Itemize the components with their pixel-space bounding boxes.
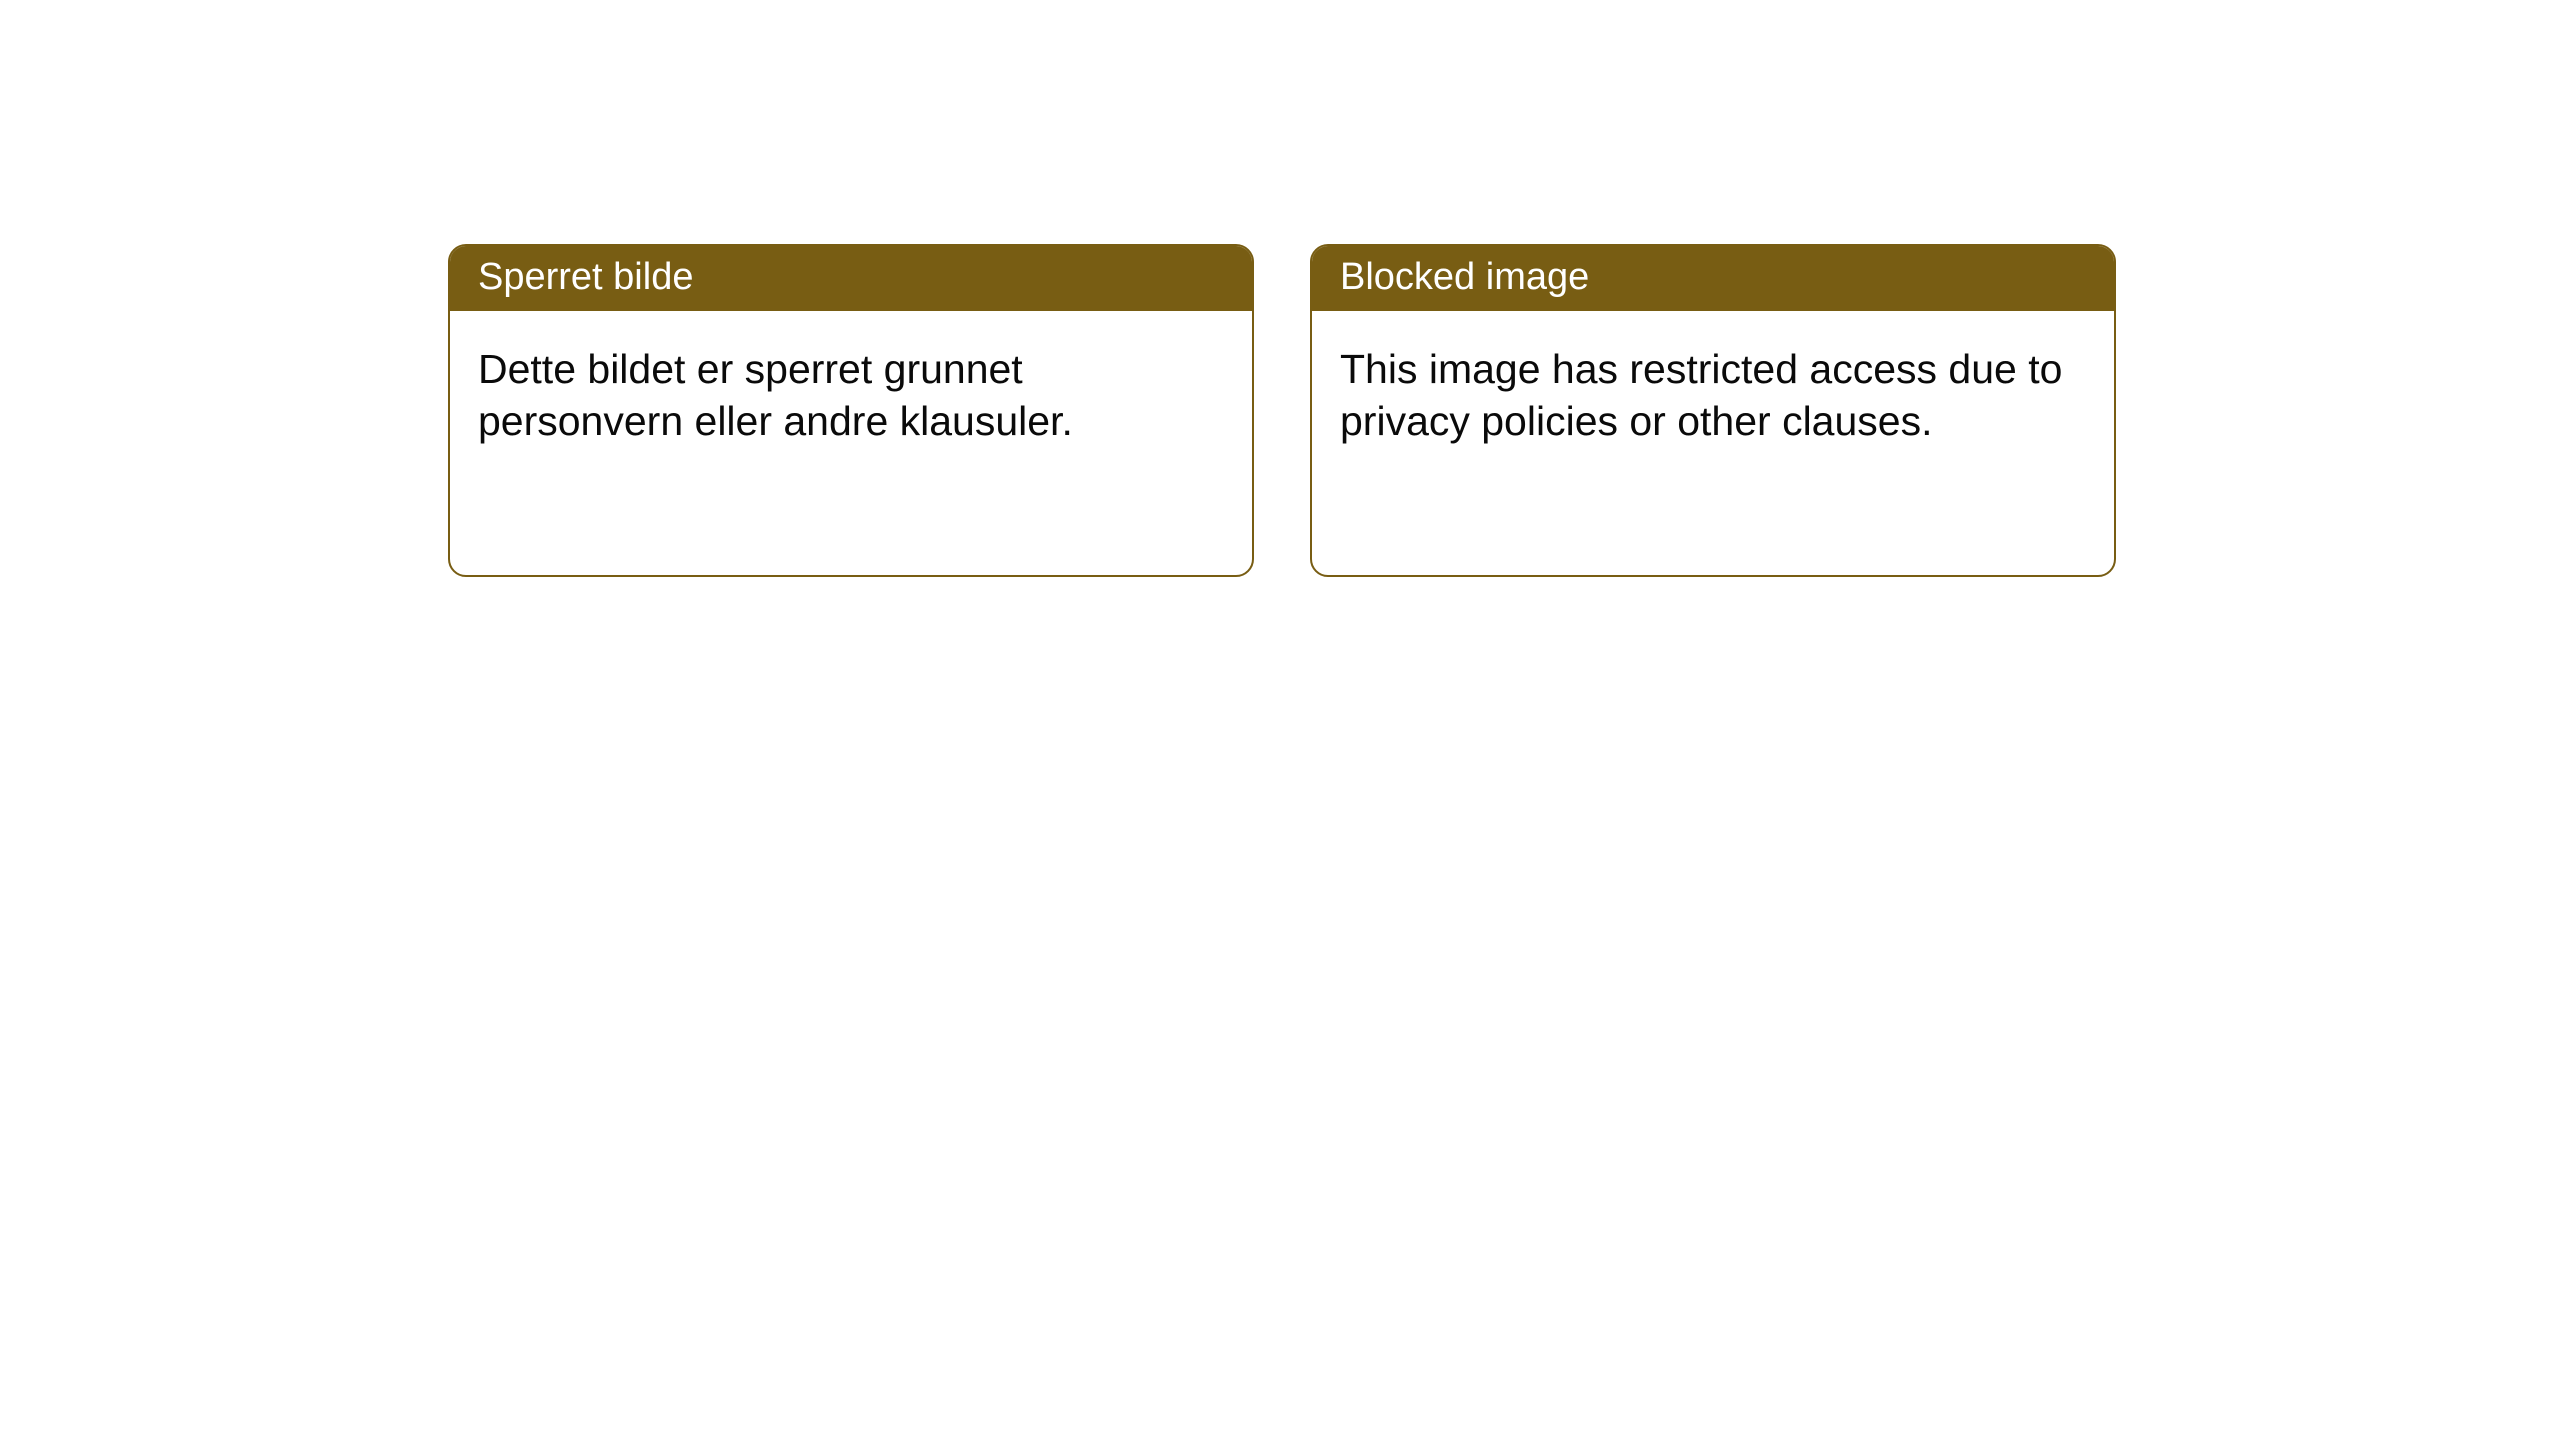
notice-title: Sperret bilde bbox=[478, 256, 693, 298]
notice-body-text: This image has restricted access due to … bbox=[1340, 346, 2062, 444]
notice-title: Blocked image bbox=[1340, 256, 1589, 298]
notice-body: This image has restricted access due to … bbox=[1312, 311, 2114, 575]
notice-container: Sperret bilde Dette bildet er sperret gr… bbox=[0, 0, 2560, 577]
notice-body: Dette bildet er sperret grunnet personve… bbox=[450, 311, 1252, 575]
notice-box-norwegian: Sperret bilde Dette bildet er sperret gr… bbox=[448, 244, 1254, 577]
notice-body-text: Dette bildet er sperret grunnet personve… bbox=[478, 346, 1073, 444]
notice-header: Sperret bilde bbox=[450, 246, 1252, 311]
notice-header: Blocked image bbox=[1312, 246, 2114, 311]
notice-box-english: Blocked image This image has restricted … bbox=[1310, 244, 2116, 577]
